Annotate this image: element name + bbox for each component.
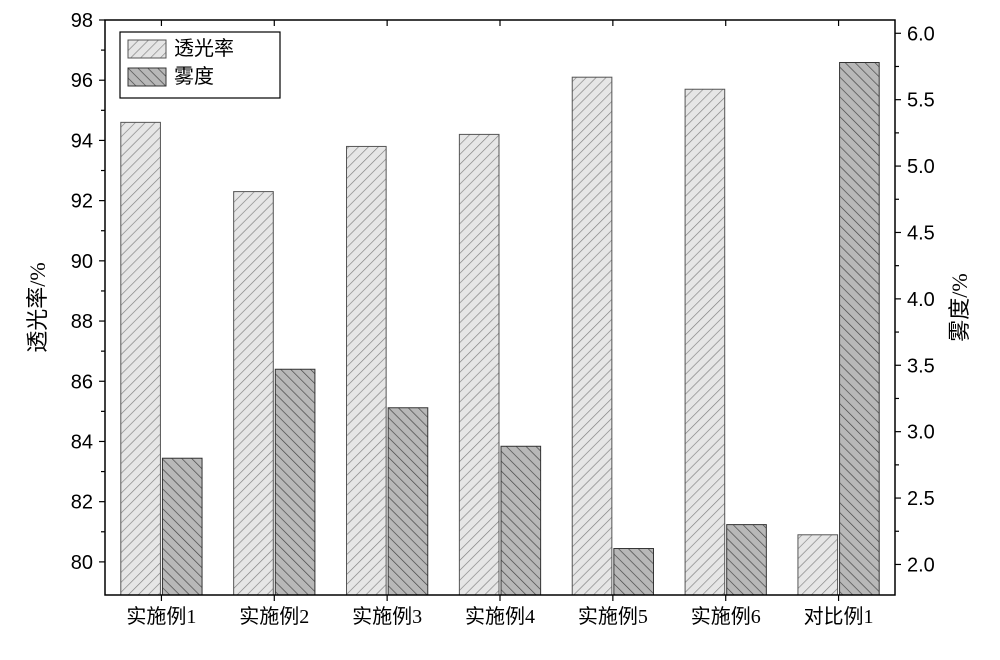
y-left-tick-label: 94: [71, 130, 93, 152]
bar-haze: [614, 549, 654, 595]
y-left-tick-label: 90: [71, 251, 93, 273]
legend-label: 雾度: [174, 65, 214, 88]
bar-haze: [840, 62, 880, 595]
y-right-tick-label: 4.5: [907, 222, 935, 244]
y-left-tick-label: 88: [71, 311, 93, 333]
y-right-tick-label: 5.0: [907, 156, 935, 178]
bar-transmittance: [459, 134, 499, 595]
category-label: 实施例4: [465, 605, 535, 628]
legend-swatch: [128, 68, 166, 86]
legend: 透光率雾度: [120, 32, 280, 98]
bar-transmittance: [572, 77, 612, 595]
chart-container: 80 82 84 86 88 90 92 94 96 98 2.0 2.5 3.0 3.5 4.0 4.5 5.…: [0, 0, 1000, 660]
y-left-tick-label: 86: [71, 371, 93, 393]
bar-haze: [275, 369, 315, 595]
bar-transmittance: [121, 122, 161, 595]
bar-chart: 80 82 84 86 88 90 92 94 96 98 2.0 2.5 3.0 3.5 4.0 4.5 5.…: [0, 0, 1000, 660]
y-right-title: 雾度/%: [947, 273, 972, 341]
category-label: 对比例1: [804, 605, 874, 628]
bar-transmittance: [685, 89, 725, 595]
category-label: 实施例3: [352, 605, 422, 628]
y-left-tick-label: 92: [71, 191, 93, 213]
category-label: 实施例6: [691, 605, 761, 628]
y-right-tick-label: 3.0: [907, 422, 935, 444]
legend-swatch: [128, 40, 166, 58]
bar-haze: [162, 458, 202, 595]
y-right-tick-label: 2.0: [907, 554, 935, 576]
y-left-tick-label: 82: [71, 492, 93, 514]
y-right-tick-label: 5.5: [907, 90, 935, 112]
bar-transmittance: [347, 146, 387, 595]
y-right-tick-label: 6.0: [907, 23, 935, 45]
bar-haze: [501, 446, 541, 595]
y-right-tick-label: 4.0: [907, 289, 935, 311]
y-right-tick-label: 2.5: [907, 488, 935, 510]
y-right-tick-label: 3.5: [907, 355, 935, 377]
bar-haze: [388, 408, 428, 595]
y-left-tick-label: 84: [71, 431, 93, 453]
legend-label: 透光率: [174, 37, 234, 60]
y-left-tick-label: 80: [71, 552, 93, 574]
y-left-tick-label: 96: [71, 70, 93, 92]
category-label: 实施例5: [578, 605, 648, 628]
category-label: 实施例2: [239, 605, 309, 628]
bar-haze: [727, 525, 767, 595]
y-left-title: 透光率/%: [25, 262, 50, 352]
bar-transmittance: [798, 535, 838, 595]
category-label: 实施例1: [126, 605, 196, 628]
bar-transmittance: [234, 192, 274, 595]
y-left-tick-label: 98: [71, 10, 93, 32]
